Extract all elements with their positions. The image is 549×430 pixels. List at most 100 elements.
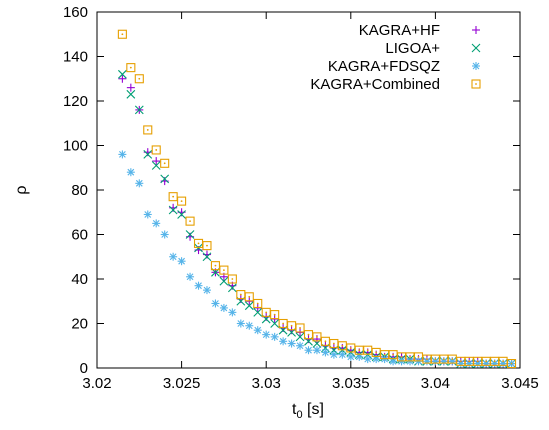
data-point — [228, 308, 237, 317]
data-point — [270, 319, 280, 328]
series-kagra-fdsqz — [118, 150, 516, 368]
data-point — [143, 125, 153, 135]
data-point — [126, 168, 135, 177]
data-point — [126, 83, 135, 92]
data-point — [118, 150, 127, 159]
data-point — [126, 89, 136, 99]
legend-marker — [471, 79, 481, 89]
data-point — [321, 348, 330, 357]
data-point — [151, 161, 161, 170]
data-point — [253, 326, 262, 335]
axis-ticks — [96, 11, 521, 369]
data-point — [134, 105, 144, 115]
plot-frame — [96, 11, 521, 369]
x-axis-label: t0 [s] — [292, 401, 324, 421]
data-point — [143, 150, 153, 159]
data-point — [151, 145, 161, 155]
x-tick-label: 3.03 — [252, 375, 281, 392]
legend-label: KAGRA+HF — [359, 22, 440, 39]
data-point — [506, 358, 517, 369]
data-point — [211, 299, 220, 308]
x-tick-label: 3.025 — [163, 375, 201, 392]
data-point — [244, 292, 254, 302]
data-point — [227, 283, 237, 293]
data-point — [295, 332, 305, 342]
y-tick-label: 40 — [71, 271, 88, 288]
data-point — [363, 355, 372, 364]
data-point — [312, 346, 321, 355]
data-point — [219, 276, 229, 286]
data-point — [296, 341, 305, 350]
y-tick-label: 60 — [71, 227, 88, 244]
data-point — [219, 303, 228, 312]
data-point — [202, 241, 212, 251]
x-axis-label-unit: [s] — [303, 401, 324, 418]
data-point — [245, 321, 254, 330]
data-point — [143, 210, 152, 219]
data-point — [219, 265, 229, 275]
y-tick-label: 160 — [63, 4, 88, 21]
x-axis-label-subscript: 0 — [296, 409, 302, 421]
axis-tick-labels: 0 20 40 60 80 100 120 140 160 3.02 3.025 3.03 3.035 3… — [63, 4, 539, 392]
data-point — [270, 310, 280, 320]
data-point — [346, 352, 355, 361]
data-point — [160, 174, 170, 184]
x-tick-label: 3.035 — [332, 375, 370, 392]
x-tick-label: 3.04 — [421, 375, 450, 392]
data-point — [253, 298, 263, 309]
series-kagra-hf — [118, 74, 516, 368]
data-point — [194, 281, 203, 290]
data-point — [168, 205, 178, 215]
series-ligoa- — [117, 69, 516, 368]
data-point — [295, 323, 305, 333]
data-point — [177, 210, 186, 219]
legend-marker — [472, 62, 480, 70]
data-point — [287, 339, 296, 348]
data-point — [253, 307, 263, 317]
x-axis-label-main: t — [292, 401, 297, 418]
data-point — [202, 286, 211, 295]
data-point — [168, 192, 178, 202]
y-tick-label: 100 — [63, 138, 88, 155]
y-tick-label: 0 — [80, 360, 88, 377]
y-tick-label: 120 — [63, 93, 88, 110]
data-point — [152, 157, 161, 166]
data-point — [262, 330, 271, 339]
data-point — [236, 319, 245, 328]
legend-label: LIGOA+ — [385, 40, 440, 57]
data-point — [270, 332, 279, 341]
x-tick-label: 3.045 — [501, 375, 539, 392]
data-point — [169, 252, 178, 261]
data-point — [118, 74, 127, 83]
y-tick-label: 20 — [71, 316, 88, 333]
legend-marker — [472, 26, 480, 34]
data-point — [185, 216, 195, 226]
data-point — [160, 230, 169, 239]
data-point — [134, 74, 144, 84]
y-axis-label: ρ — [13, 185, 30, 194]
data-point — [279, 337, 288, 346]
data-point — [135, 179, 144, 188]
data-point — [185, 230, 195, 239]
x-tick-label: 3.02 — [82, 375, 111, 392]
data-point — [338, 350, 347, 359]
data-point — [152, 219, 161, 228]
y-tick-label: 80 — [71, 182, 88, 199]
data-point — [117, 69, 127, 79]
data-point — [126, 63, 136, 73]
data-points — [117, 29, 517, 369]
data-point — [304, 346, 313, 355]
data-point — [227, 274, 237, 284]
data-point — [186, 272, 195, 281]
data-point — [244, 301, 254, 311]
y-tick-label: 140 — [63, 49, 88, 66]
data-point — [329, 350, 338, 359]
data-point — [177, 257, 186, 266]
data-point — [117, 29, 127, 39]
data-point — [160, 158, 170, 168]
legend-marker — [471, 43, 481, 53]
series-kagra-combined — [117, 29, 517, 369]
legend-label: KAGRA+Combined — [310, 76, 440, 93]
